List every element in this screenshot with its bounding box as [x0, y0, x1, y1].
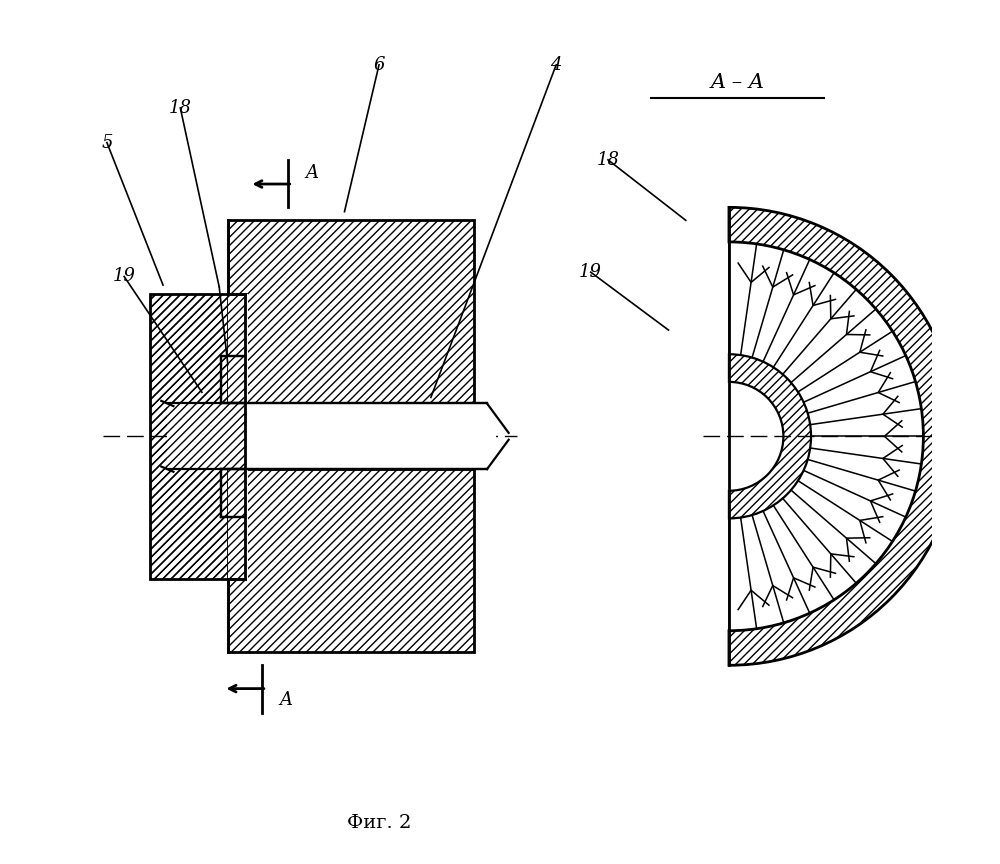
Text: 4: 4	[550, 56, 562, 73]
Wedge shape	[729, 207, 958, 665]
Text: 19: 19	[579, 264, 602, 281]
Bar	[228, 220, 474, 403]
Wedge shape	[729, 354, 811, 518]
Bar	[228, 469, 474, 652]
Text: A: A	[280, 691, 293, 708]
Text: A: A	[306, 164, 319, 181]
Text: Фиг. 2: Фиг. 2	[347, 814, 411, 831]
Bar	[228, 403, 474, 469]
Text: 18: 18	[596, 151, 619, 168]
Bar	[228, 469, 474, 652]
Text: 19: 19	[113, 268, 136, 285]
Bar	[228, 294, 248, 579]
Wedge shape	[729, 242, 923, 631]
Text: A – A: A – A	[711, 73, 765, 92]
Bar	[150, 294, 245, 579]
Bar	[167, 403, 496, 469]
Text: 18: 18	[169, 99, 192, 117]
Text: 5: 5	[101, 134, 113, 151]
Bar	[150, 294, 245, 579]
Text: 6: 6	[373, 56, 385, 73]
Bar	[228, 220, 474, 403]
Bar	[150, 294, 245, 579]
